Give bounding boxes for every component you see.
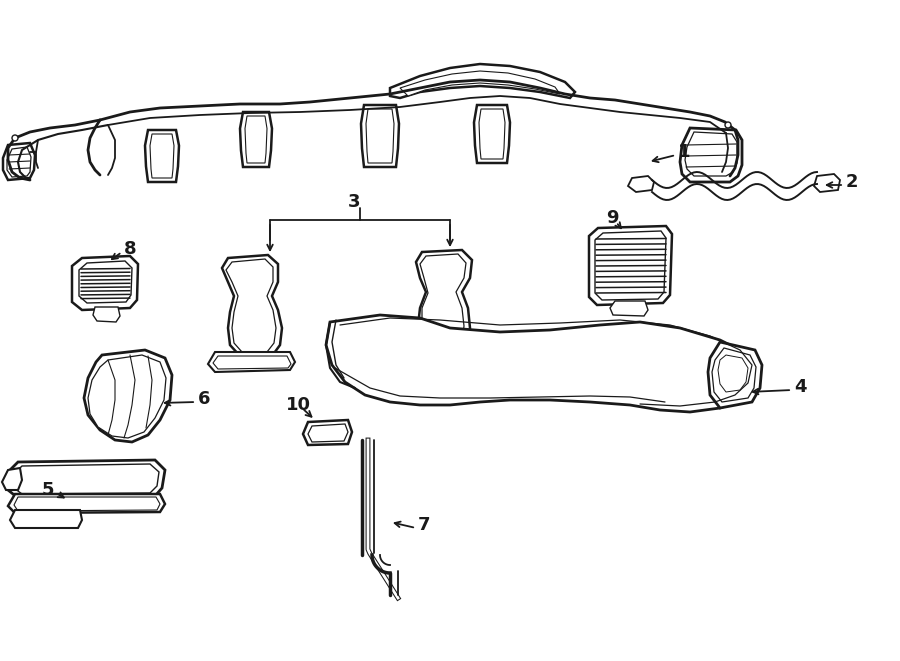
Polygon shape [93, 307, 120, 322]
Polygon shape [2, 468, 22, 490]
Polygon shape [150, 134, 174, 178]
Polygon shape [479, 109, 505, 159]
Text: 4: 4 [794, 378, 806, 396]
Polygon shape [685, 132, 737, 176]
Polygon shape [303, 420, 352, 445]
Polygon shape [3, 143, 35, 180]
Polygon shape [208, 352, 295, 372]
Polygon shape [8, 494, 165, 513]
Polygon shape [79, 261, 132, 303]
Text: 7: 7 [418, 516, 430, 534]
Polygon shape [628, 176, 654, 192]
Polygon shape [610, 301, 648, 316]
Polygon shape [712, 348, 756, 402]
Polygon shape [14, 464, 159, 494]
Polygon shape [145, 130, 179, 182]
Text: 1: 1 [678, 143, 690, 161]
Polygon shape [326, 315, 760, 412]
Polygon shape [416, 250, 472, 358]
Polygon shape [84, 350, 172, 442]
Text: 8: 8 [124, 240, 137, 258]
Polygon shape [718, 355, 748, 392]
Polygon shape [420, 254, 466, 354]
Polygon shape [8, 460, 165, 498]
Polygon shape [400, 71, 560, 96]
Polygon shape [245, 116, 267, 163]
Text: 9: 9 [606, 209, 618, 227]
Polygon shape [10, 510, 82, 528]
Polygon shape [366, 109, 394, 163]
Polygon shape [14, 497, 160, 511]
Polygon shape [390, 64, 575, 98]
Text: 3: 3 [348, 193, 361, 211]
Polygon shape [680, 128, 742, 182]
Circle shape [12, 135, 18, 141]
Polygon shape [240, 112, 272, 167]
Polygon shape [226, 259, 276, 354]
Polygon shape [589, 226, 672, 305]
Text: 2: 2 [846, 173, 859, 191]
Text: 10: 10 [286, 396, 311, 414]
Polygon shape [361, 105, 399, 167]
Polygon shape [595, 231, 666, 300]
Polygon shape [400, 350, 484, 370]
Polygon shape [7, 147, 31, 177]
Polygon shape [308, 424, 348, 442]
Polygon shape [814, 174, 840, 192]
Polygon shape [222, 255, 282, 358]
Text: 5: 5 [42, 481, 55, 499]
Polygon shape [708, 342, 762, 408]
Polygon shape [474, 105, 510, 163]
Polygon shape [72, 256, 138, 310]
Circle shape [725, 122, 731, 128]
Text: 6: 6 [198, 390, 211, 408]
Polygon shape [213, 356, 291, 369]
Polygon shape [88, 355, 166, 438]
